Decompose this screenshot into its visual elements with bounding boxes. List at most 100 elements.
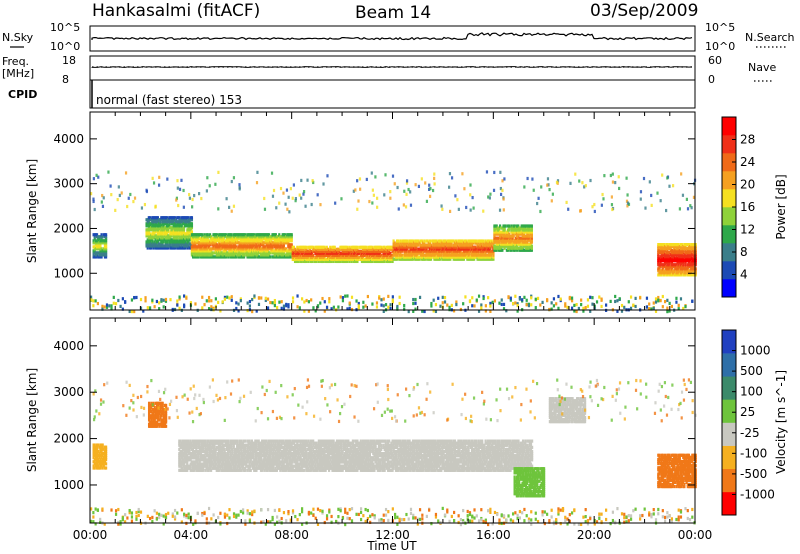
scatter-cell: [477, 247, 480, 251]
scatter-cell: [573, 303, 576, 308]
scatter-cell: [149, 410, 152, 414]
scatter-cell: [157, 224, 161, 228]
scatter-cell: [449, 241, 452, 245]
scatter-cell: [663, 249, 667, 253]
scatter-cell: [186, 220, 189, 224]
scatter-cell: [499, 192, 503, 197]
scatter-cell: [230, 295, 233, 299]
scatter-cell: [678, 245, 681, 249]
scatter-cell: [691, 507, 694, 512]
scatter-cell: [154, 238, 157, 242]
scatter-cell: [375, 257, 378, 262]
scatter-cell: [148, 218, 152, 222]
scatter-cell: [304, 253, 307, 257]
scatter-cell: [247, 239, 250, 243]
scatter-cell: [148, 516, 152, 521]
scatter-cell: [323, 300, 326, 304]
scatter-cell: [505, 244, 509, 248]
scatter-cell: [257, 233, 260, 237]
scatter-cell: [178, 222, 181, 226]
scatter-cell: [684, 271, 687, 275]
scatter-cell: [341, 257, 344, 262]
scatter-cell: [155, 407, 159, 412]
scatter-cell: [468, 519, 472, 523]
scatter-cell: [250, 243, 254, 247]
scatter-cell: [467, 253, 470, 257]
scatter-cell: [442, 257, 445, 261]
scatter-cell: [526, 242, 529, 246]
scatter-cell: [194, 245, 197, 249]
scatter-cell: [147, 416, 151, 420]
scatter-cell: [162, 240, 165, 244]
scatter-cell: [528, 234, 531, 238]
scatter-cell: [476, 257, 479, 261]
scatter-cell: [433, 247, 436, 251]
scatter-cell: [278, 233, 281, 237]
scatter-cell: [425, 253, 428, 257]
scatter-cell: [256, 251, 259, 255]
scatter-cell: [688, 245, 692, 249]
scatter-cell: [513, 248, 516, 252]
scatter-cell: [335, 255, 339, 259]
scatter-cell: [224, 255, 228, 259]
scatter-cell: [177, 240, 180, 244]
scatter-cell: [226, 521, 229, 526]
scatter-cell: [480, 251, 484, 255]
scatter-cell: [237, 241, 240, 245]
scatter-cell: [153, 234, 156, 238]
scatter-cell: [424, 253, 427, 257]
scatter-cell: [429, 255, 433, 259]
scatter-cell: [346, 245, 349, 249]
scatter-cell: [551, 192, 554, 196]
scatter-cell: [246, 241, 249, 245]
scatter-cell: [516, 238, 519, 242]
scatter-cell: [277, 239, 280, 243]
scatter-cell: [250, 239, 254, 243]
scatter-cell: [252, 255, 255, 259]
scatter-cell: [669, 269, 672, 273]
scatter-cell: [525, 248, 528, 252]
scatter-cell: [555, 302, 558, 306]
scatter-cell: [404, 251, 408, 255]
scatter-cell: [429, 186, 432, 191]
scatter-cell: [186, 216, 189, 220]
scatter-cell: [677, 307, 680, 311]
scatter-cell: [230, 298, 233, 302]
scatter-cell: [399, 241, 402, 245]
scatter-cell: [446, 245, 450, 249]
scatter-cell: [417, 247, 420, 251]
scatter-cell: [182, 205, 185, 209]
scatter-cell: [322, 245, 325, 249]
scatter-cell: [270, 239, 273, 243]
scatter-cell: [248, 253, 251, 257]
scatter-cell: [242, 508, 245, 512]
scatter-cell: [593, 304, 596, 308]
scatter-cell: [364, 257, 367, 262]
scatter-cell: [490, 243, 493, 247]
scatter-cell: [172, 242, 175, 246]
scatter-cell: [203, 251, 206, 255]
scatter-cell: [295, 255, 298, 259]
scatter-cell: [261, 255, 264, 259]
scatter-cell: [584, 514, 587, 519]
scatter-cell: [169, 230, 172, 234]
scatter-cell: [659, 245, 662, 249]
scatter-cell: [468, 247, 471, 251]
scatter-cell: [257, 251, 260, 255]
scatter-cell: [530, 244, 533, 248]
scatter-cell: [145, 222, 148, 226]
scatter-cell: [195, 255, 198, 259]
scatter-cell: [214, 241, 217, 245]
scatter-cell: [194, 302, 197, 306]
scatter-cell: [688, 273, 692, 277]
scatter-cell: [97, 175, 100, 179]
scatter-cell: [173, 238, 177, 242]
scatter-cell: [652, 508, 655, 512]
scatter-cell: [454, 253, 458, 257]
scatter-cell: [440, 251, 443, 255]
scatter-cell: [667, 267, 670, 271]
scatter-cell: [393, 182, 396, 186]
scatter-cell: [389, 196, 392, 200]
scatter-cell: [465, 249, 468, 253]
scatter-cell: [117, 185, 120, 189]
